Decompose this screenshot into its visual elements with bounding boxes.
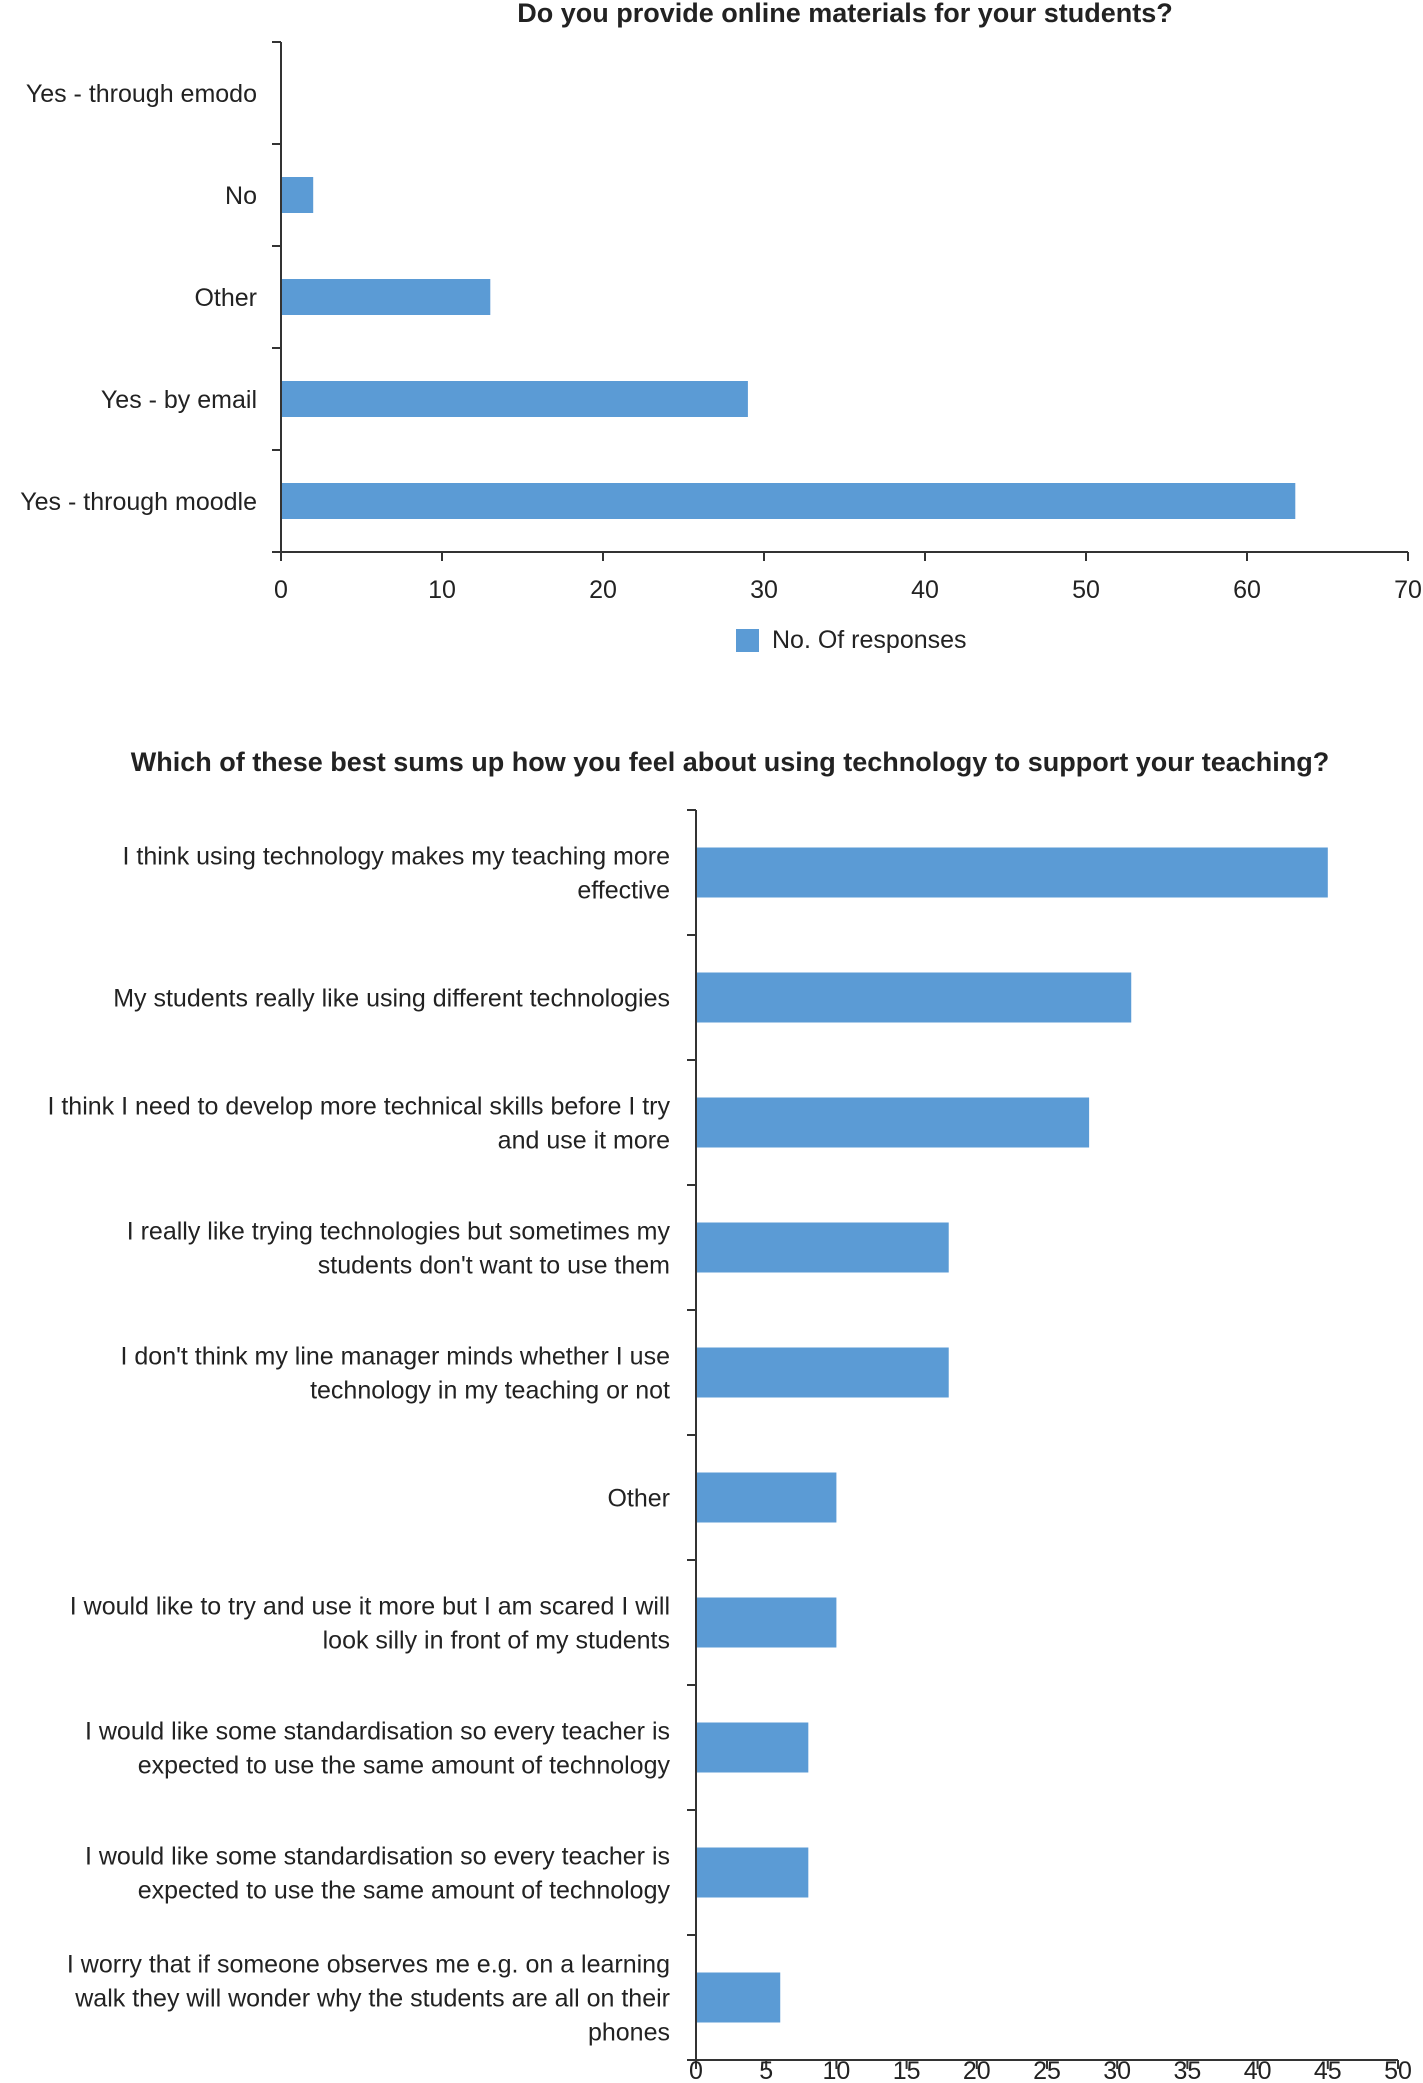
chart1-tick-labels: 0 10 20 30 40 50 60 70	[274, 576, 1422, 604]
category-label-line: look silly in front of my students	[323, 1627, 670, 1655]
category-label-line: Other	[607, 1485, 670, 1513]
x-tick-label: 70	[1394, 576, 1422, 604]
category-label-line: expected to use the same amount of techn…	[138, 1877, 671, 1905]
category-label: Yes - through emodo	[26, 80, 257, 108]
category-label: Yes - through moodle	[20, 488, 257, 516]
category-label: I think using technology makes my teachi…	[123, 843, 671, 905]
legend-swatch	[736, 629, 759, 652]
bar	[281, 381, 748, 417]
x-tick-label: 10	[822, 2057, 850, 2083]
x-tick-label: 0	[274, 576, 288, 604]
category-label: I would like some standardisation so eve…	[85, 1843, 671, 1905]
chart2-category-labels: I think using technology makes my teachi…	[47, 843, 670, 2047]
bar	[696, 1722, 809, 1773]
category-label: Other	[194, 284, 257, 312]
category-label: I don't think my line manager minds whet…	[121, 1343, 671, 1405]
category-label-line: technology in my teaching or not	[310, 1377, 670, 1405]
category-label-line: expected to use the same amount of techn…	[138, 1752, 671, 1780]
category-label-line: I really like trying technologies but so…	[127, 1218, 671, 1246]
bar	[696, 847, 1328, 898]
bar	[281, 483, 1296, 519]
chart1-title: Do you provide online materials for your…	[517, 0, 1173, 28]
category-label: I really like trying technologies but so…	[127, 1218, 671, 1280]
category-label-line: I think I need to develop more technical…	[47, 1093, 670, 1121]
category-label: No	[225, 182, 257, 210]
bar	[696, 1347, 949, 1398]
category-label-line: No	[225, 182, 257, 210]
x-tick-label: 30	[1103, 2057, 1131, 2083]
category-label: Yes - by email	[101, 386, 257, 414]
legend-label: No. Of responses	[772, 626, 967, 654]
chart1-legend: No. Of responses	[736, 626, 967, 654]
x-tick-label: 20	[963, 2057, 991, 2083]
x-tick-label: 50	[1072, 576, 1100, 604]
x-tick-label: 25	[1033, 2057, 1061, 2083]
category-label-line: Yes - through moodle	[20, 488, 257, 516]
category-label-line: Yes - through emodo	[26, 80, 257, 108]
category-label-line: I would like some standardisation so eve…	[85, 1843, 670, 1871]
x-tick-label: 15	[893, 2057, 921, 2083]
x-tick-label: 5	[759, 2057, 773, 2083]
category-label-line: Other	[194, 284, 257, 312]
bar	[696, 1472, 837, 1523]
category-label: I would like to try and use it more but …	[70, 1593, 670, 1655]
x-tick-label: 30	[750, 576, 778, 604]
x-tick-label: 60	[1233, 576, 1261, 604]
bar	[281, 279, 491, 315]
x-tick-label: 40	[911, 576, 939, 604]
category-label-line: students don't want to use them	[318, 1252, 670, 1280]
chart2-axes	[687, 809, 1399, 2069]
x-tick-label: 20	[589, 576, 617, 604]
category-label-line: phones	[588, 2019, 670, 2047]
x-tick-label: 40	[1244, 2057, 1272, 2083]
category-label-line: walk they will wonder why the students a…	[74, 1985, 670, 2013]
chart1-axes	[272, 41, 1409, 561]
category-label-line: I think using technology makes my teachi…	[123, 843, 671, 871]
category-label-line: and use it more	[498, 1127, 670, 1155]
chart-technology-feelings: Which of these best sums up how you feel…	[47, 747, 1411, 2083]
bar	[696, 1097, 1090, 1148]
x-tick-label: 50	[1384, 2057, 1412, 2083]
category-label-line: effective	[577, 877, 670, 905]
chart-online-materials: Do you provide online materials for your…	[20, 0, 1422, 654]
bar	[696, 1972, 781, 2023]
category-label-line: I worry that if someone observes me e.g.…	[67, 1951, 670, 1979]
category-label-line: I would like to try and use it more but …	[70, 1593, 670, 1621]
category-label-line: I would like some standardisation so eve…	[85, 1718, 670, 1746]
category-label-line: My students really like using different …	[113, 985, 670, 1013]
chart2-bars	[696, 847, 1328, 2023]
x-tick-label: 10	[428, 576, 456, 604]
bar	[696, 1597, 837, 1648]
x-tick-label: 35	[1173, 2057, 1201, 2083]
category-label: I worry that if someone observes me e.g.…	[67, 1951, 670, 2047]
category-label: I would like some standardisation so eve…	[85, 1718, 671, 1780]
bar	[696, 1222, 949, 1273]
x-tick-label: 45	[1314, 2057, 1342, 2083]
category-label: My students really like using different …	[113, 985, 670, 1013]
x-tick-label: 0	[689, 2057, 703, 2083]
category-label: I think I need to develop more technical…	[47, 1093, 670, 1155]
bar	[281, 177, 314, 213]
bar	[696, 1847, 809, 1898]
chart2-tick-labels: 0 5 10 15 20 25 30 35 40 45 50	[689, 2057, 1412, 2083]
chart1-bars	[281, 177, 1296, 519]
bar	[696, 972, 1132, 1023]
category-label-line: I don't think my line manager minds whet…	[121, 1343, 671, 1371]
chart2-title: Which of these best sums up how you feel…	[131, 747, 1330, 777]
category-label-line: Yes - by email	[101, 386, 257, 414]
chart1-category-labels: Yes - through emodo No Other Yes - by email…	[20, 80, 257, 516]
category-label: Other	[607, 1485, 670, 1513]
